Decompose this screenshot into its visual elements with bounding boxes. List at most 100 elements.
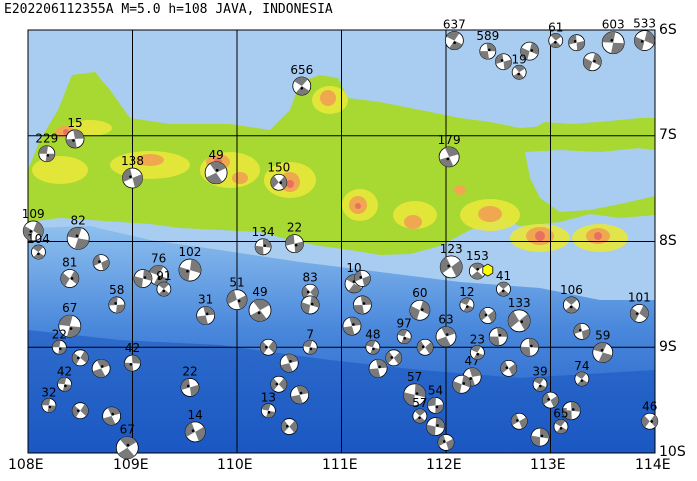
mechanism-depth-label: 46 <box>642 399 657 413</box>
lat-label-7s: 7S <box>659 127 677 143</box>
lat-label-10s: 10S <box>659 444 686 460</box>
focal-mechanism-beachball <box>226 289 248 311</box>
focal-mechanism-beachball <box>437 434 455 451</box>
focal-mechanism-beachball <box>444 31 464 50</box>
mechanism-depth-label: 153 <box>466 249 489 263</box>
focal-mechanism-beachball <box>488 327 508 347</box>
mechanism-depth-label: 49 <box>252 285 267 299</box>
focal-mechanism-beachball <box>435 326 457 348</box>
focal-mechanism-beachball <box>254 238 272 256</box>
focal-mechanism-beachball <box>184 421 206 443</box>
mechanism-depth-label: 150 <box>267 160 290 174</box>
mechanism-depth-label: 76 <box>151 251 166 265</box>
focal-mechanism-beachball <box>108 296 126 314</box>
mechanism-depth-label: 533 <box>633 17 656 31</box>
lon-label-113: 113E <box>530 457 566 473</box>
mechanism-depth-label: 42 <box>57 364 72 378</box>
mechanism-depth-label: 81 <box>62 256 77 270</box>
focal-mechanism-beachball <box>495 53 512 71</box>
focal-mechanism-beachball <box>542 391 559 409</box>
focal-mechanism-beachball <box>292 76 312 96</box>
focal-mechanism-beachball <box>178 258 202 282</box>
focal-mechanism-beachball <box>57 376 72 392</box>
focal-mechanism-beachball <box>66 226 90 250</box>
focal-mechanism-beachball <box>582 52 602 72</box>
focal-mechanism-beachball <box>479 307 497 324</box>
mechanism-depth-label: 229 <box>35 132 58 146</box>
mechanism-depth-label: 51 <box>229 276 244 290</box>
mechanism-depth-label: 22 <box>287 221 302 235</box>
lon-label-110: 110E <box>217 457 253 473</box>
lat-label-6s: 6S <box>659 22 677 38</box>
focal-mechanism-beachball <box>634 30 655 51</box>
lon-label-109: 109E <box>113 457 149 473</box>
mechanism-depth-label: 58 <box>109 283 124 297</box>
focal-mechanism-beachball <box>496 281 511 297</box>
mechanism-depth-label: 19 <box>512 52 527 66</box>
mechanism-depth-label: 32 <box>41 385 56 399</box>
focal-mechanism-beachball <box>468 262 486 280</box>
mechanism-depth-label: 97 <box>397 317 412 331</box>
mechanism-depth-label: 102 <box>179 245 202 259</box>
mechanism-depth-label: 22 <box>52 327 67 341</box>
focal-mechanism-beachball <box>368 358 388 378</box>
focal-mechanism-beachball <box>71 349 89 367</box>
focal-mechanism-beachball <box>553 419 569 434</box>
mechanism-depth-label: 15 <box>67 116 82 130</box>
focal-mechanism-beachball <box>574 371 590 387</box>
event-epicenter-marker <box>482 263 494 277</box>
mechanism-depth-label: 82 <box>71 213 86 227</box>
mechanism-depth-label: 48 <box>365 327 380 341</box>
focal-mechanism-beachball <box>22 220 44 242</box>
focal-mechanism-beachball <box>403 383 427 407</box>
focal-mechanism-beachball <box>601 31 625 55</box>
mechanism-depth-label: 41 <box>496 269 511 283</box>
focal-mechanism-beachball <box>353 270 371 287</box>
lon-label-111: 111E <box>322 457 358 473</box>
focal-mechanism-beachball <box>385 349 403 367</box>
focal-mechanism-beachball <box>426 417 445 436</box>
mechanism-depth-label: 603 <box>602 18 625 32</box>
focal-mechanism-beachball <box>41 398 57 413</box>
mechanism-depth-label: 14 <box>188 408 203 422</box>
focal-mechanism-beachball <box>38 145 56 163</box>
mechanism-depth-label: 60 <box>412 286 427 300</box>
focal-mechanism-beachball <box>409 299 431 321</box>
mechanism-depth-label: 83 <box>303 270 318 284</box>
mechanism-depth-label: 39 <box>532 364 547 378</box>
focal-mechanism-beachball <box>641 412 659 430</box>
mechanism-depth-label: 91 <box>156 269 171 283</box>
focal-mechanism-beachball <box>438 146 460 168</box>
focal-mechanism-beachball <box>124 354 141 372</box>
mechanism-depth-label: 7 <box>306 327 314 341</box>
lon-label-114: 114E <box>635 457 671 473</box>
mechanism-depth-label: 104 <box>27 232 50 246</box>
mechanism-depth-label: 74 <box>574 359 589 373</box>
mechanism-depth-label: 42 <box>125 341 140 355</box>
lat-label-8s: 8S <box>659 233 677 249</box>
focal-mechanism-beachball <box>469 345 485 360</box>
focal-mechanism-beachball <box>562 401 581 421</box>
focal-mechanism-beachball <box>520 41 539 61</box>
focal-mechanism-beachball <box>270 173 288 191</box>
focal-mechanism-beachball <box>156 281 172 297</box>
focal-mechanism-beachball <box>520 337 539 357</box>
focal-mechanism-beachball <box>270 375 288 393</box>
focal-mechanism-beachball <box>204 161 228 185</box>
mechanism-depth-label: 61 <box>548 21 563 35</box>
mechanism-depth-label: 134 <box>252 225 275 239</box>
focal-mechanism-beachball <box>452 374 472 394</box>
mechanism-depth-label: 67 <box>120 423 135 437</box>
focal-mechanism-beachball <box>342 316 362 336</box>
focal-mechanism-beachball <box>459 297 475 313</box>
focal-mechanism-beachball <box>300 295 320 315</box>
focal-mechanism-beachball <box>563 296 580 314</box>
lon-label-108: 108E <box>8 457 44 473</box>
mechanism-depth-label: 23 <box>470 333 485 347</box>
mechanism-depth-label: 54 <box>428 383 443 397</box>
focal-mechanism-beachball <box>532 376 548 392</box>
focal-mechanism-beachball <box>91 358 111 378</box>
focal-mechanism-beachball <box>280 418 298 435</box>
focal-mechanism-beachball <box>416 338 434 356</box>
